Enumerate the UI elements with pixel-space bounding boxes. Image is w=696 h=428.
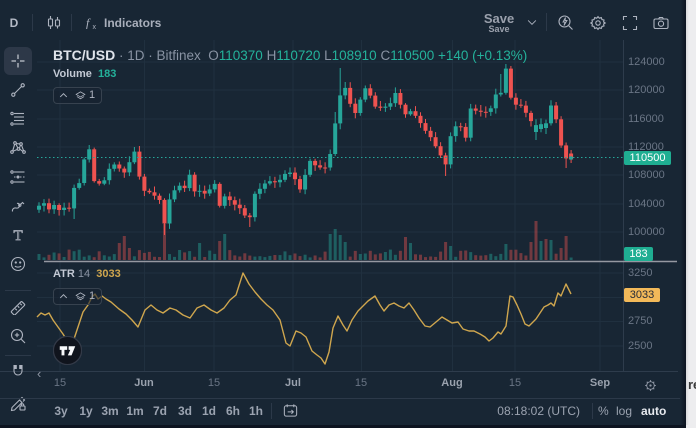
svg-text:T: T — [14, 228, 23, 244]
svg-text:x: x — [93, 24, 97, 31]
svg-text:f: f — [86, 16, 91, 30]
